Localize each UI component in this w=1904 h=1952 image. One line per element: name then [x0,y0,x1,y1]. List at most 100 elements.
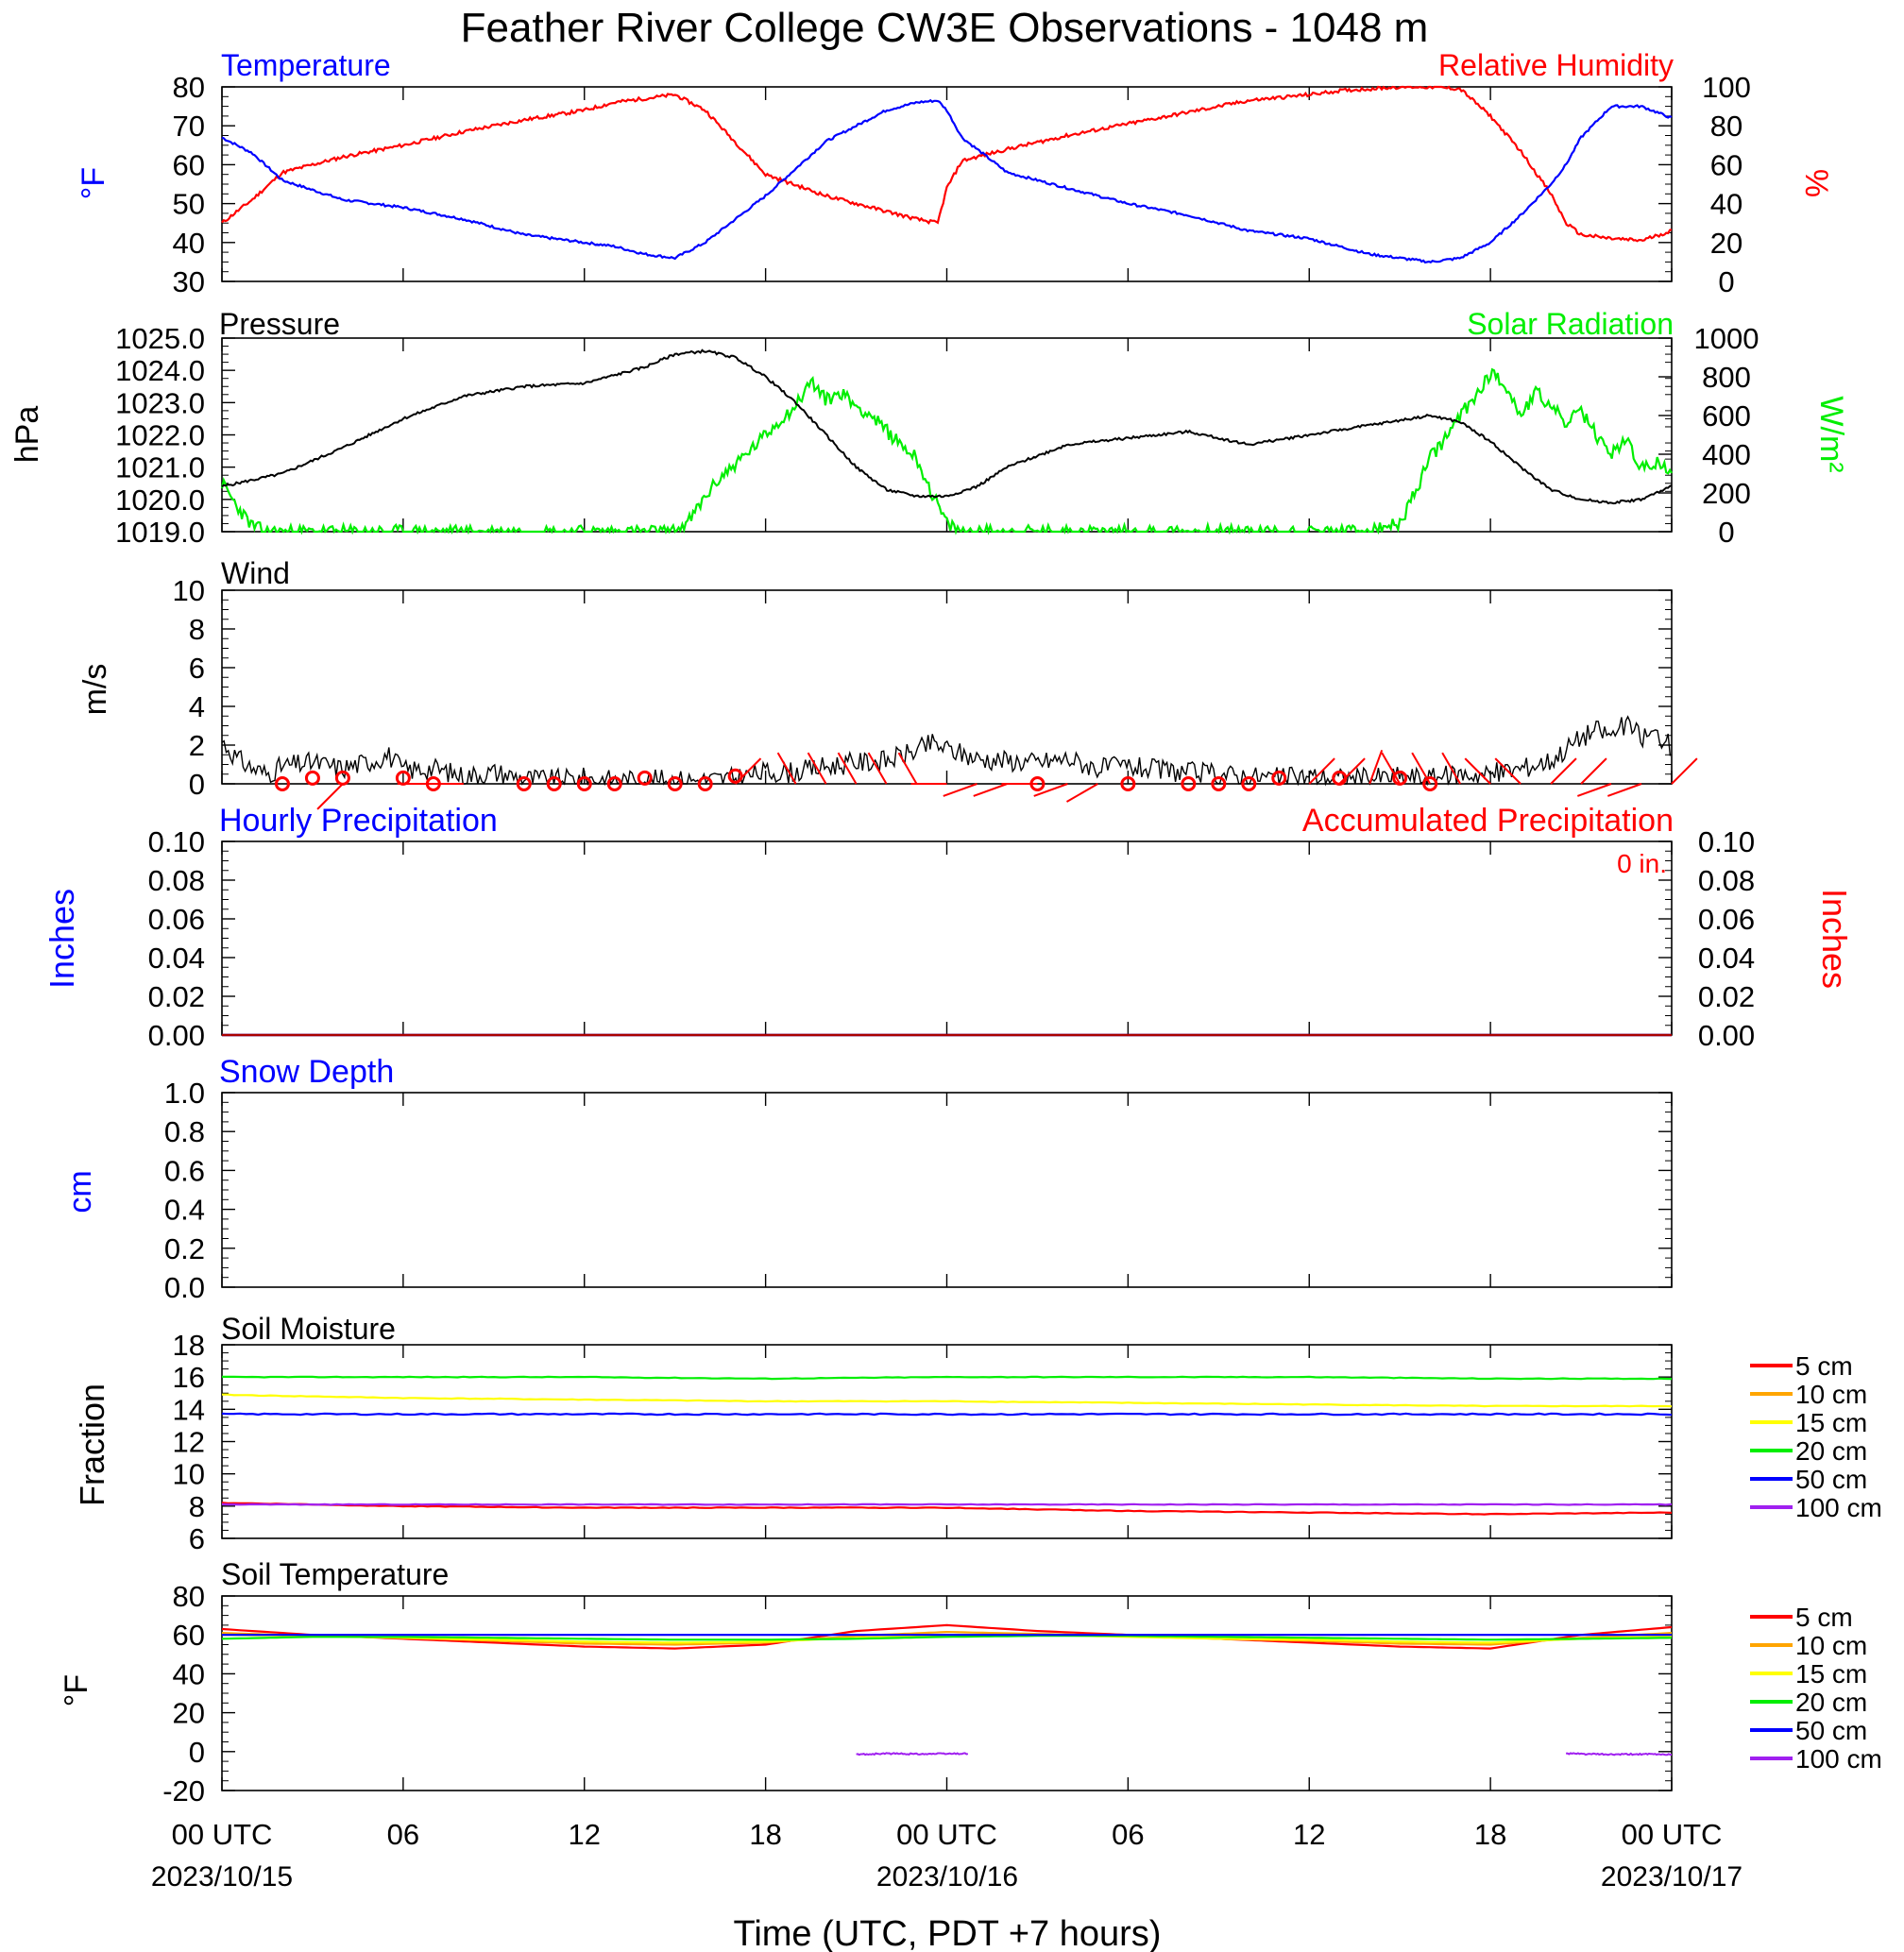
soil-temp-line [856,1752,969,1757]
wind-barb [1033,783,1068,797]
hourly-precip-title: Hourly Precipitation [219,803,498,839]
y-tick-label: 1021.0 [115,451,205,484]
wind-barb [973,783,1008,797]
y-tick-label: 70 [173,110,205,143]
y-tick-label: 4 [189,690,205,723]
wind-barb [1606,783,1642,797]
y2-tick-label: 800 [1702,361,1751,394]
y-tick-label: 12 [173,1426,205,1459]
y-tick-label: 6 [189,652,205,685]
date-label-1: 2023/10/15 [151,1861,293,1893]
y-tick-label: 0.0 [164,1271,205,1304]
wind-barb [1381,752,1402,785]
calm-marker [334,770,350,786]
y2-tick-label: 40 [1710,188,1742,221]
soil-temp-line [221,1635,1673,1641]
wind-barb [776,752,797,785]
calm-marker [395,770,411,786]
wind-speed-line [221,715,1672,787]
soil-moisture-line [221,1502,1673,1506]
y-tick-label: 8 [189,613,205,646]
legend-label: 50 cm [1795,1716,1867,1745]
humidity-axis-label: % [1798,169,1834,197]
plot-frame [221,337,1673,533]
solar-axis-label: W/m² [1813,396,1849,472]
legend-label: 10 cm [1795,1380,1867,1409]
wind-barb [1671,757,1698,785]
y-tick-label: 6 [189,1522,205,1555]
wind-barb [1368,749,1384,785]
calm-marker [516,776,532,791]
time-tick-label: 00 UTC [172,1818,273,1851]
soil-temp-line [1566,1752,1672,1757]
accum-precip-total: 0 in. [1617,849,1667,878]
y2-tick-label: 600 [1702,399,1751,433]
time-tick-label: 06 [387,1818,419,1851]
calm-marker [1241,776,1257,791]
soil-temperature-title: Soil Temperature [221,1557,449,1591]
panel-precipitation: Hourly Precipitation Accumulated Precipi… [42,803,1854,1052]
hourly-precip-axis-label: Inches [42,889,81,989]
time-tick-label: 06 [1112,1818,1144,1851]
y2-tick-label: 0 [1718,516,1734,549]
y-tick-label: 8 [189,1490,205,1523]
y2-tick-label: 0.00 [1698,1019,1755,1052]
temperature-line [221,98,1673,264]
wind-axis-label: m/s [77,664,113,716]
legend-label: 20 cm [1795,1436,1867,1466]
y-tick-label: 0.2 [164,1232,205,1265]
calm-marker [1211,776,1227,791]
y-tick-label: 0 [189,768,205,801]
pressure-axis-label: hPa [9,406,45,464]
plot-frame [221,1344,1673,1539]
snow-depth-axis-label: cm [62,1170,98,1213]
calm-marker [1422,776,1438,791]
legend-label: 5 cm [1795,1603,1853,1632]
wind-barb [1494,757,1522,785]
wind-barb [807,752,827,785]
y-tick-label: 30 [173,265,205,298]
calm-marker [576,776,592,791]
plot-frame [221,589,1673,785]
y-tick-label: 1.0 [164,1077,205,1110]
calm-marker [304,770,320,786]
y2-tick-label: 80 [1710,110,1742,143]
soil-moisture-line [221,1412,1673,1417]
wind-barb [943,783,978,797]
plot-frame [221,1092,1673,1288]
y-tick-label: 60 [173,1619,205,1652]
time-axis: 00 UTC 06 12 18 00 UTC 06 12 18 00 UTC [172,1818,1723,1851]
plot-frame [221,86,1673,282]
wind-barb [316,783,344,810]
calm-marker [1029,776,1046,791]
y-tick-label: 0.8 [164,1115,205,1148]
legend-label: 15 cm [1795,1659,1867,1689]
y-tick-label: 14 [173,1393,205,1426]
panel-wind: Wind m/s 10 8 6 4 2 0 [77,556,1698,810]
calm-marker [1332,770,1348,786]
y-tick-label: 60 [173,148,205,181]
panel-snow-depth: Snow Depth cm 1.0 0.8 0.6 0.4 0.2 0.0 [62,1054,1673,1304]
calm-marker [637,770,653,786]
y-tick-label: 1024.0 [115,354,205,387]
wind-barb [1065,783,1098,803]
y-tick-label: 0.10 [148,825,205,858]
y-tick-label: 0.06 [148,903,205,936]
y-tick-label: 1025.0 [115,322,205,355]
time-tick-label: 18 [1474,1818,1506,1851]
calm-marker [425,776,441,791]
y-tick-label: 20 [173,1697,205,1730]
y-tick-label: 80 [173,1580,205,1613]
y-tick-label: 10 [173,574,205,607]
y2-tick-label: 0.06 [1698,903,1755,936]
soil-moisture-title: Soil Moisture [221,1312,396,1346]
snow-depth-title: Snow Depth [219,1054,394,1090]
legend-label: 100 cm [1795,1493,1882,1522]
y2-tick-label: 0.10 [1698,825,1755,858]
wind-barb [1338,757,1366,785]
y-tick-label: 0.00 [148,1019,205,1052]
y-tick-label: 0.08 [148,864,205,897]
